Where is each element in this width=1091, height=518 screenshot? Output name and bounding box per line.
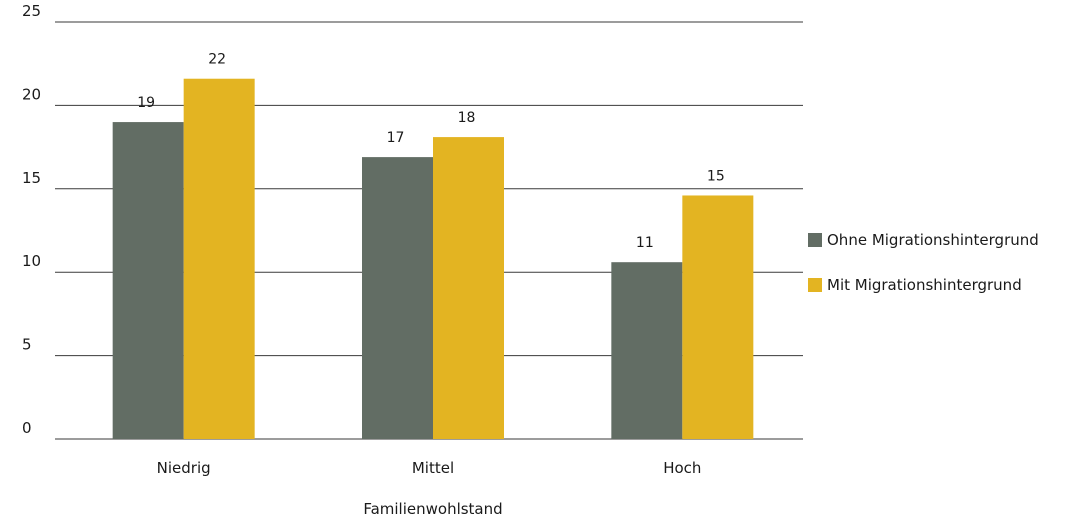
y-tick-label: 10 (22, 252, 41, 270)
bar-hoch-series-1 (611, 262, 683, 439)
data-label: 15 (707, 168, 725, 184)
y-tick-label: 25 (22, 2, 41, 20)
data-label: 18 (458, 110, 476, 126)
y-tick-label: 5 (22, 336, 32, 354)
y-tick-label: 0 (22, 419, 32, 437)
data-label: 17 (387, 130, 405, 146)
x-category-label: Mittel (412, 459, 454, 477)
data-label: 11 (636, 235, 654, 251)
bars (112, 78, 754, 440)
x-axis-title: Familienwohlstand (363, 500, 502, 518)
y-tick-labels: 0 5 10 15 20 25 (22, 2, 41, 437)
data-label: 19 (137, 95, 155, 111)
y-tick-label: 20 (22, 85, 41, 103)
x-category-labels: Niedrig Mittel Hoch (157, 459, 702, 477)
x-category-label: Niedrig (157, 459, 211, 477)
legend-swatch-series-1 (808, 233, 822, 247)
legend-label: Mit Migrationshintergrund (827, 276, 1022, 294)
bar-mittel-series-1 (362, 157, 433, 439)
legend: Ohne Migrationshintergrund Mit Migrations… (808, 231, 1039, 294)
bar-niedrig-series-1 (112, 122, 184, 439)
x-category-label: Hoch (663, 459, 701, 477)
bar-mittel-series-2 (433, 137, 504, 440)
data-labels: 19 22 17 18 11 15 (137, 52, 724, 251)
legend-swatch-series-2 (808, 278, 822, 292)
data-label: 22 (208, 52, 226, 68)
legend-label: Ohne Migrationshintergrund (827, 231, 1039, 249)
y-tick-label: 15 (22, 169, 41, 187)
bar-hoch-series-2 (682, 195, 754, 439)
bar-niedrig-series-2 (183, 78, 255, 439)
